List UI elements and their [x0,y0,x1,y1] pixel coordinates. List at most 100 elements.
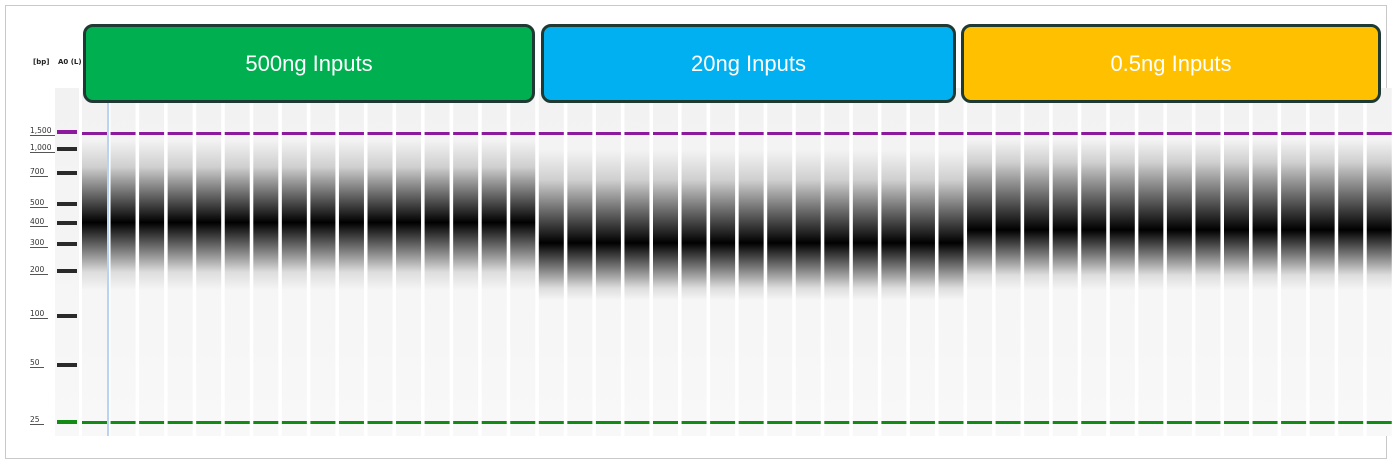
lower-marker-band [881,421,907,424]
upper-marker-band [1109,132,1135,135]
upper-marker-band [995,132,1021,135]
lower-marker-band [1052,421,1078,424]
lower-marker-band [253,421,279,424]
lower-marker-band [1281,421,1307,424]
sample-smear [224,140,250,290]
ladder-size-1000: 1,000 [30,143,56,153]
upper-marker-band [424,132,450,135]
lower-marker-band [1309,421,1335,424]
sample-smear [1024,140,1050,290]
sample-smear [481,140,507,290]
sample-smear [795,150,821,300]
lower-marker-band [1166,421,1192,424]
upper-marker-band [1224,132,1249,135]
sample-smear [1281,140,1307,290]
ladder-band [57,221,77,225]
upper-marker-band [824,132,850,135]
lower-marker-band [338,421,364,424]
upper-marker-band [538,132,564,135]
lower-marker-band [1252,421,1278,424]
lower-marker-band [367,421,393,424]
lower-marker-band [196,421,222,424]
sample-smear [82,140,107,290]
sample-smear [167,140,193,290]
sample-smear [852,150,878,300]
lower-marker-band [995,421,1021,424]
sample-smear [738,150,764,300]
upper-marker-band [310,132,336,135]
lower-marker-band [453,421,479,424]
sample-smear [538,150,564,300]
lower-marker-band [967,421,993,424]
lower-marker-band [167,421,193,424]
sample-smear [1195,140,1221,290]
sample-smear [510,140,536,290]
sample-smear [1338,140,1364,290]
lower-marker-band [624,421,650,424]
sample-smear [824,150,850,300]
lower-marker-band [1138,421,1164,424]
ladder-band [57,314,77,318]
ladder-size-100: 100 [30,309,49,319]
upper-marker-band [1338,132,1364,135]
lower-marker-band [824,421,850,424]
upper-marker-band [938,132,964,135]
sample-smear [1309,140,1335,290]
upper-marker-band [253,132,279,135]
sample-smear [653,150,678,300]
upper-marker-band [624,132,650,135]
sample-smear [196,140,222,290]
ladder-size-400: 400 [30,217,49,227]
sample-smear [967,140,993,290]
ladder-band [57,147,77,151]
upper-marker-band [681,132,707,135]
upper-marker-band [1024,132,1050,135]
sample-smear [139,140,165,290]
lower-marker-band [852,421,878,424]
lower-marker-band [224,421,250,424]
sample-smear [1109,140,1135,290]
sample-smear [681,150,707,300]
sample-smear [1224,140,1249,290]
ladder-size-300: 300 [30,238,49,248]
lower-marker-band [767,421,793,424]
upper-marker-band [967,132,993,135]
upper-marker-band [510,132,536,135]
ladder-lane-label: A0 (L) [58,58,82,66]
upper-marker-band [1052,132,1078,135]
upper-marker-band [795,132,821,135]
upper-marker-band [710,132,736,135]
sample-smear [881,150,907,300]
upper-marker-band [367,132,393,135]
sample-smear [767,150,793,300]
sample-smear [367,140,393,290]
lower-marker-band [1338,421,1364,424]
upper-marker-band [139,132,165,135]
sample-smear [567,150,593,300]
ladder-size-500: 500 [30,198,49,208]
ladder-size-50: 50 [30,358,44,368]
lower-marker-band [710,421,736,424]
lower-marker-band [424,421,450,424]
upper-marker-band [1138,132,1164,135]
group-0-5ng-inputs: 0.5ng Inputs [961,24,1381,103]
ladder-band [57,242,77,246]
lower-marker-band [738,421,764,424]
upper-marker-band [1252,132,1278,135]
ladder-size-25: 25 [30,415,44,425]
sample-smear [1166,140,1192,290]
ladder-band [57,202,77,206]
upper-marker-band [653,132,678,135]
lower-marker-band [653,421,678,424]
sample-smear [338,140,364,290]
lower-marker-band [396,421,422,424]
upper-marker-band [852,132,878,135]
sample-smear [1366,140,1392,290]
sample-smear [453,140,479,290]
sample-smear [595,150,621,300]
lower-marker-band [681,421,707,424]
ladder-lower-marker [57,420,77,424]
upper-marker-band [82,132,107,135]
lower-marker-band [110,421,136,424]
